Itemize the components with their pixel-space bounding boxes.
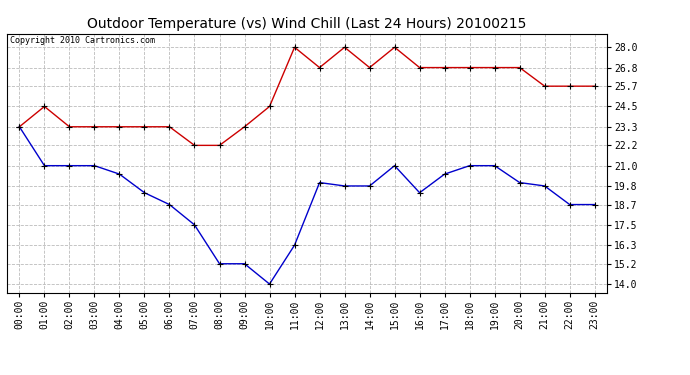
Text: Copyright 2010 Cartronics.com: Copyright 2010 Cartronics.com	[10, 36, 155, 45]
Title: Outdoor Temperature (vs) Wind Chill (Last 24 Hours) 20100215: Outdoor Temperature (vs) Wind Chill (Las…	[88, 17, 526, 31]
